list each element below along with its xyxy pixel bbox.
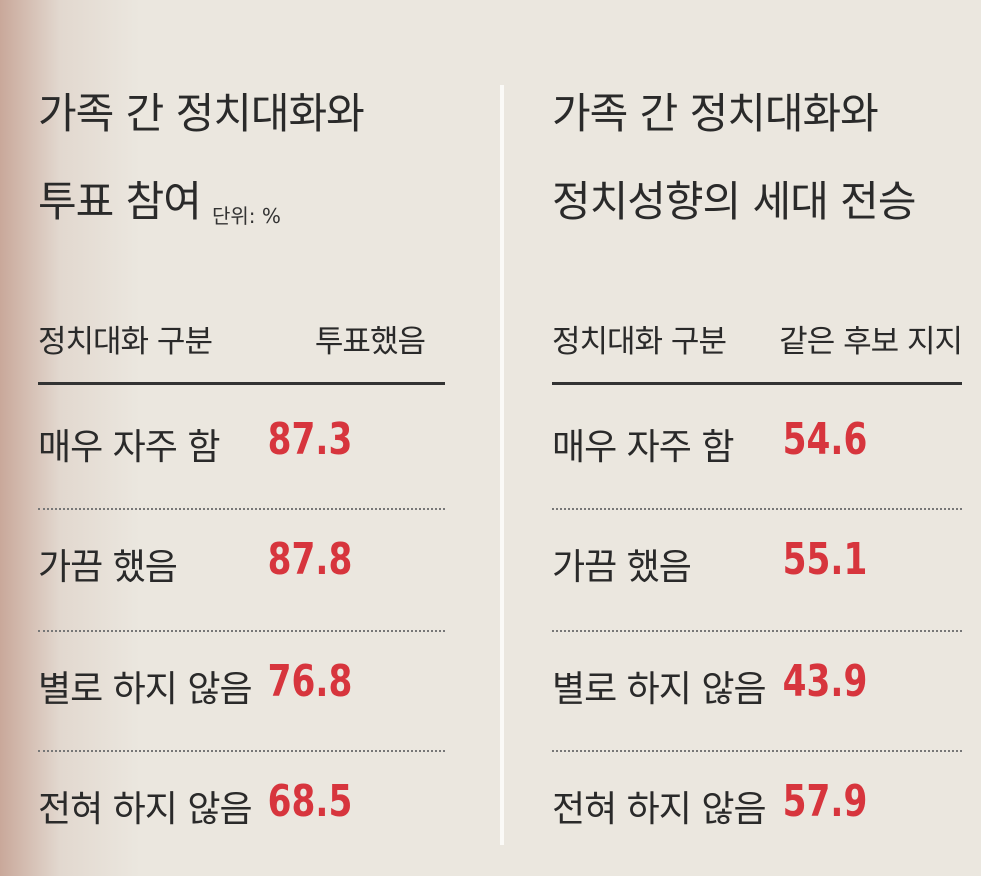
row-separator bbox=[38, 508, 445, 510]
row-separator bbox=[38, 630, 445, 632]
row-label: 매우 자주 함 bbox=[552, 427, 734, 468]
panel-title: 가족 간 정치대화와 bbox=[552, 89, 879, 138]
row-separator bbox=[38, 750, 445, 752]
row-value: 87.8 bbox=[267, 534, 353, 585]
unit-note: 단위: % bbox=[212, 204, 281, 228]
column-header: 같은 후보 지지 bbox=[779, 324, 963, 360]
row-label: 별로 하지 않음 bbox=[552, 669, 767, 710]
column-header: 정치대화 구분 bbox=[38, 324, 213, 360]
row-separator bbox=[552, 508, 962, 510]
row-label: 가끔 했음 bbox=[552, 547, 692, 588]
row-label: 별로 하지 않음 bbox=[38, 669, 253, 710]
divider bbox=[500, 85, 504, 845]
panel-title: 가족 간 정치대화와 bbox=[38, 89, 365, 138]
header-rule bbox=[552, 382, 962, 385]
panel-title: 투표 참여 bbox=[38, 177, 202, 226]
row-value: 54.6 bbox=[782, 414, 868, 465]
row-value: 68.5 bbox=[267, 776, 353, 827]
column-header: 투표했음 bbox=[314, 324, 426, 360]
panel-title: 정치성향의 세대 전승 bbox=[552, 177, 916, 226]
row-value: 43.9 bbox=[782, 656, 868, 707]
row-value: 76.8 bbox=[267, 656, 353, 707]
row-label: 매우 자주 함 bbox=[38, 427, 220, 468]
row-value: 57.9 bbox=[782, 776, 868, 827]
header-rule bbox=[38, 382, 445, 385]
row-value: 55.1 bbox=[782, 534, 868, 585]
row-value: 87.3 bbox=[267, 414, 353, 465]
row-separator bbox=[552, 630, 962, 632]
column-header: 정치대화 구분 bbox=[552, 324, 727, 360]
row-label: 전혀 하지 않음 bbox=[38, 789, 253, 830]
row-separator bbox=[552, 750, 962, 752]
row-label: 전혀 하지 않음 bbox=[552, 789, 767, 830]
row-label: 가끔 했음 bbox=[38, 547, 178, 588]
